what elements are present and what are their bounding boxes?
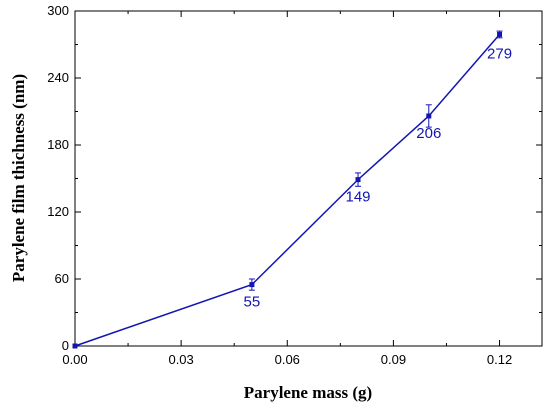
data-point [249, 282, 255, 288]
y-tick-label: 120 [47, 204, 69, 219]
data-labels: 55 149 206 279 [244, 45, 513, 310]
data-label: 55 [244, 294, 261, 311]
x-tick-label: 0.09 [381, 352, 406, 367]
y-tick-label: 300 [47, 3, 69, 18]
x-tick-label: 0.06 [275, 352, 300, 367]
x-tick-label: 0.12 [487, 352, 512, 367]
axis-ticks [74, 10, 542, 347]
error-bars [248, 30, 503, 291]
x-axis-title: Parylene mass (g) [244, 383, 372, 402]
data-label: 206 [416, 125, 441, 142]
y-axis-title: Parylene film thichness (nm) [9, 74, 28, 282]
data-points [72, 31, 503, 349]
y-tick-label: 0 [62, 338, 69, 353]
tick-labels: 0.00 0.03 0.06 0.09 0.12 0 60 120 180 240 300 [47, 3, 512, 367]
plot-frame [74, 10, 543, 347]
data-point [355, 177, 361, 183]
y-tick-label: 180 [47, 137, 69, 152]
series-line [74, 33, 501, 347]
x-tick-label: 0.03 [168, 352, 193, 367]
data-point [497, 31, 503, 37]
data-point [72, 343, 78, 349]
data-label: 149 [346, 189, 371, 206]
data-label: 279 [487, 45, 512, 62]
data-point [426, 113, 432, 119]
x-tick-label: 0.00 [62, 352, 87, 367]
y-tick-label: 60 [55, 271, 69, 286]
y-tick-label: 240 [47, 70, 69, 85]
